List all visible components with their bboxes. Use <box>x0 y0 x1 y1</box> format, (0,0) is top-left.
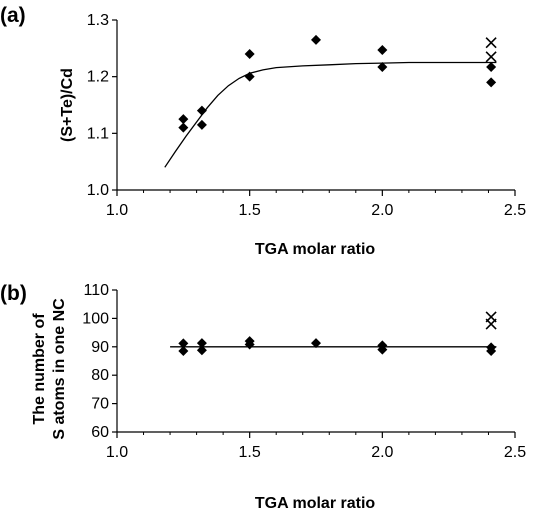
y-tick-label: 80 <box>91 367 109 384</box>
y-tick-label: 100 <box>82 310 109 327</box>
panel-b: (b) TGA molar ratio The number of S atom… <box>0 282 526 512</box>
panel-a-letter: (a) <box>0 4 26 27</box>
cross-point <box>486 38 496 48</box>
diamond-point <box>311 35 321 45</box>
panel-b-letter: (b) <box>0 282 27 305</box>
diamond-point <box>377 45 387 55</box>
panel-b-xlabel: TGA molar ratio <box>255 495 376 512</box>
panel-a-plot-area: 1.0 1.1 1.2 1.3 1.0 1.5 2.0 2.5 <box>87 12 526 219</box>
y-tick-label: 70 <box>91 396 109 413</box>
x-tick-label: 2.0 <box>371 444 393 461</box>
x-tick-label: 2.5 <box>504 444 526 461</box>
y-tick-label: 1.2 <box>87 69 109 86</box>
fit-curve <box>165 63 497 168</box>
x-tick-label: 1.0 <box>106 202 128 219</box>
cross-point <box>486 312 496 322</box>
diamond-point <box>245 49 255 59</box>
panel-b-ylabel-line2: S atoms in one NC <box>51 298 68 440</box>
y-tick-label: 1.3 <box>87 12 109 29</box>
diamond-point <box>486 62 496 72</box>
y-tick-label: 90 <box>91 339 109 356</box>
y-tick-label: 1.0 <box>87 182 109 199</box>
panel-a: (a) TGA molar ratio (S+Te)/Cd 1.01.11.21… <box>0 4 526 258</box>
x-tick-label: 2.5 <box>504 202 526 219</box>
y-tick-label: 60 <box>91 424 109 441</box>
y-tick-label: 110 <box>83 282 109 299</box>
panel-b-plot-area: 60 70 80 90 100 110 1.0 1.5 2.0 2.5 <box>82 282 526 461</box>
panel-a-ylabel: (S+Te)/Cd <box>59 68 76 142</box>
panel-b-ylabel-line1: The number of <box>31 313 48 425</box>
x-tick-label: 1.5 <box>239 202 261 219</box>
diamond-point <box>178 114 188 124</box>
x-tick-label: 1.0 <box>106 444 128 461</box>
diamond-point <box>197 120 207 130</box>
diamond-point <box>486 77 496 87</box>
panel-a-xlabel: TGA molar ratio <box>255 241 376 258</box>
y-tick-label: 1.1 <box>87 125 109 142</box>
x-tick-label: 1.5 <box>239 444 261 461</box>
x-tick-label: 2.0 <box>371 202 393 219</box>
cross-point <box>486 52 496 62</box>
